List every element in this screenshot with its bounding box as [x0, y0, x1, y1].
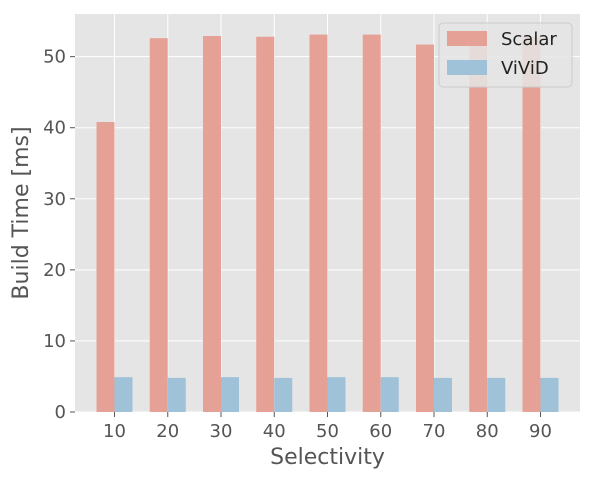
y-tick-label: 30	[43, 189, 66, 210]
bar-scalar-70	[416, 44, 434, 412]
x-axis-ticks: 10 20 30 40 50 60 70 80 90	[103, 412, 552, 442]
x-tick-label: 60	[369, 421, 392, 442]
bar-vivid-30	[221, 377, 239, 412]
bar-vivid-70	[434, 377, 452, 412]
legend-label-scalar: Scalar	[501, 29, 557, 50]
bar-scalar-40	[256, 36, 275, 412]
x-tick-label: 80	[476, 421, 499, 442]
bar-scalar-80	[469, 41, 488, 412]
bar-scalar-90	[522, 36, 541, 412]
y-tick-label: 0	[55, 402, 66, 423]
x-tick-label: 10	[103, 421, 126, 442]
y-tick-label: 40	[43, 118, 66, 139]
x-tick-label: 90	[529, 421, 552, 442]
legend: Scalar ViViD	[438, 22, 573, 88]
bar-vivid-50	[327, 377, 346, 412]
x-tick-label: 70	[423, 421, 446, 442]
x-tick-label: 20	[156, 421, 179, 442]
bar-vivid-60	[380, 377, 399, 412]
x-tick-label: 50	[316, 421, 339, 442]
bar-vivid-10	[114, 377, 133, 412]
y-tick-label: 20	[43, 260, 66, 281]
legend-label-vivid: ViViD	[501, 58, 549, 79]
bar-vivid-20	[167, 377, 186, 412]
y-axis-ticks: 0 10 20 30 40 50	[43, 47, 75, 423]
bar-vivid-80	[487, 377, 506, 412]
y-tick-label: 10	[43, 331, 66, 352]
x-tick-label: 30	[210, 421, 233, 442]
bar-vivid-90	[540, 377, 559, 412]
x-axis-label: Selectivity	[270, 445, 385, 470]
y-tick-label: 50	[43, 47, 66, 68]
legend-swatch-scalar	[447, 31, 487, 46]
bar-scalar-30	[203, 36, 221, 413]
bar-vivid-40	[274, 377, 293, 412]
bars	[96, 34, 559, 413]
bar-scalar-60	[362, 34, 381, 412]
bar-scalar-20	[149, 38, 168, 413]
bar-scalar-50	[309, 34, 328, 412]
bar-scalar-10	[96, 122, 115, 413]
y-axis-label: Build Time [ms]	[9, 126, 34, 299]
legend-swatch-vivid	[447, 60, 487, 75]
x-tick-label: 40	[263, 421, 286, 442]
